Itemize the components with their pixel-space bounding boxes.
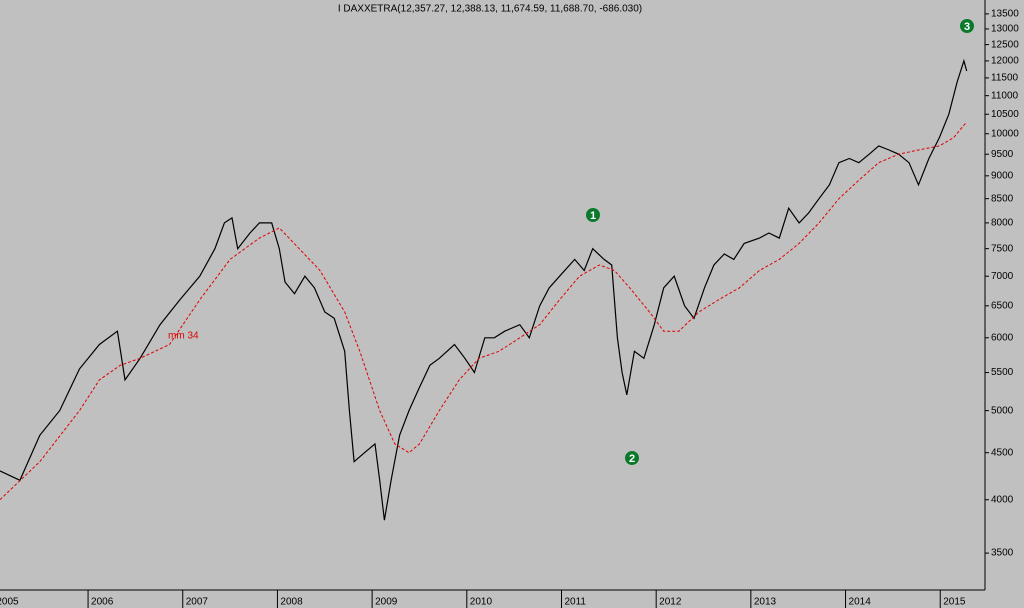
annotation-label: 1 <box>590 210 596 222</box>
y-tick-label: 5500 <box>991 367 1014 378</box>
x-tick-label: 2008 <box>280 597 303 608</box>
annotation-marker <box>625 451 639 465</box>
annotation-label: mm 34 <box>168 331 199 342</box>
y-tick-label: 9000 <box>991 170 1014 181</box>
x-tick-label: 2010 <box>470 597 493 608</box>
y-tick-label: 9500 <box>991 149 1014 160</box>
annotation-label: 3 <box>964 21 970 33</box>
y-tick-label: 6500 <box>991 300 1014 311</box>
y-tick-label: 7000 <box>991 271 1014 282</box>
x-tick-label: 2006 <box>91 597 114 608</box>
x-tick-label: 2013 <box>754 597 777 608</box>
chart-title: I DAXXETRA(12,357.27, 12,388.13, 11,674.… <box>338 4 642 15</box>
moving-average-line <box>0 121 968 501</box>
y-tick-label: 11500 <box>991 73 1019 84</box>
x-tick-label: 2012 <box>659 597 682 608</box>
y-tick-label: 7500 <box>991 243 1014 254</box>
y-tick-label: 8500 <box>991 193 1014 204</box>
y-tick-label: 11000 <box>991 90 1019 101</box>
annotation-marker <box>960 19 974 33</box>
y-tick-label: 6000 <box>991 332 1014 343</box>
y-tick-label: 12000 <box>991 56 1019 67</box>
x-tick-label: 2011 <box>564 597 586 608</box>
y-tick-label: 10500 <box>991 109 1019 120</box>
x-tick-label: 2009 <box>375 597 398 608</box>
y-tick-label: 4000 <box>991 494 1014 505</box>
y-tick-label: 12500 <box>991 39 1019 50</box>
price-line <box>0 58 968 521</box>
annotation-label: 2 <box>629 453 635 465</box>
x-tick-label: 2005 <box>0 597 19 608</box>
x-tick-label: 2015 <box>943 597 966 608</box>
y-tick-label: 3500 <box>991 548 1014 559</box>
x-tick-label: 2014 <box>849 597 872 608</box>
y-tick-label: 13000 <box>991 24 1019 35</box>
y-tick-label: 5000 <box>991 405 1014 416</box>
x-tick-label: 2007 <box>186 597 209 608</box>
annotation-marker <box>586 208 600 222</box>
y-tick-label: 13500 <box>991 9 1019 20</box>
y-tick-label: 8000 <box>991 218 1014 229</box>
y-tick-label: 4500 <box>991 447 1014 458</box>
y-tick-label: 10000 <box>991 128 1019 139</box>
